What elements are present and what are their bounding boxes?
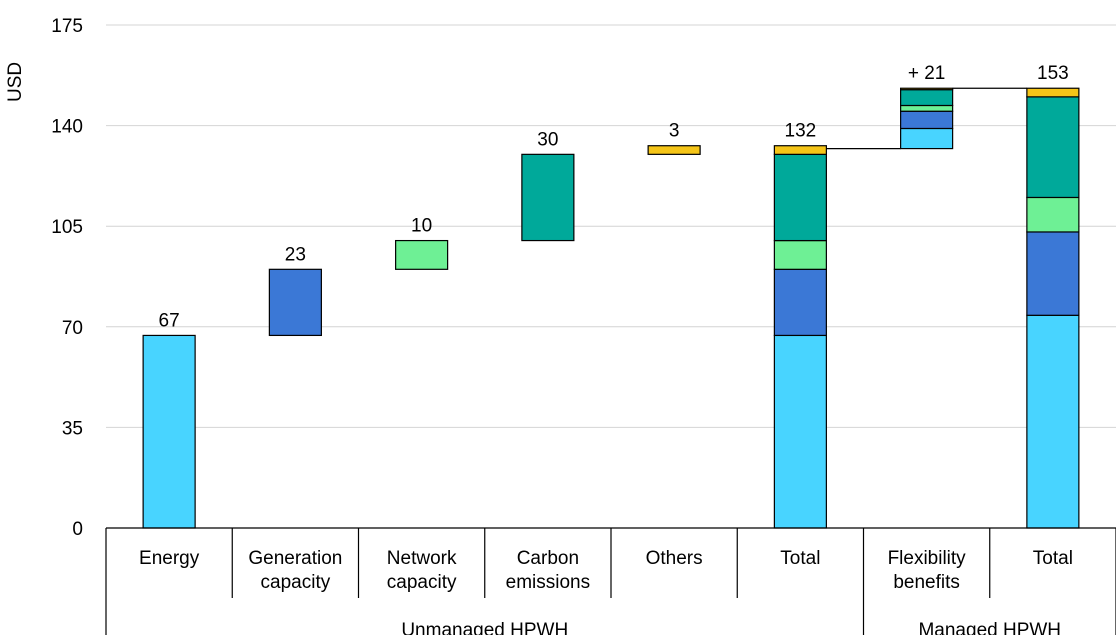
y-tick-label: 140 — [51, 117, 83, 138]
data-label: 30 — [537, 129, 558, 150]
x-tick-label: Network capacity — [387, 548, 457, 593]
y-tick-label: 0 — [72, 519, 83, 540]
bar-segment-others — [1026, 87, 1080, 98]
data-label: 23 — [285, 244, 306, 265]
bar-segment-energy — [1026, 314, 1080, 529]
x-tick-label: Flexibility benefits — [888, 548, 967, 593]
bar-segment-generation — [1026, 231, 1080, 316]
bar-segment-others — [773, 145, 827, 155]
x-tick-label: Carbon emissions — [506, 548, 590, 593]
data-label: 3 — [669, 121, 680, 142]
data-label: 67 — [159, 310, 180, 331]
bar-segment-carbon — [900, 89, 954, 107]
bar-segment-generation — [268, 268, 322, 337]
y-tick-label: 70 — [62, 318, 83, 339]
x-tick-label: Others — [646, 548, 703, 569]
bar-segment-network — [773, 239, 827, 270]
x-tick-label: Energy — [139, 548, 200, 569]
group-label: Unmanaged HPWH — [401, 620, 568, 635]
bar-segment-generation — [773, 268, 827, 337]
bar-segment-carbon — [1026, 96, 1080, 199]
bar-segment-carbon — [521, 153, 575, 242]
bar-segment-energy — [773, 334, 827, 529]
bar-segment-carbon — [773, 153, 827, 242]
bar-segment-energy — [142, 334, 196, 529]
x-tick-label: Generation capacity — [248, 548, 342, 593]
bar-segment-generation — [900, 110, 954, 130]
group-label: Managed HPWH — [918, 620, 1061, 635]
y-tick-label: 35 — [62, 418, 83, 439]
data-label: 153 — [1037, 63, 1069, 84]
data-label: 132 — [785, 121, 817, 142]
bar-segment-others — [647, 145, 701, 155]
bar-segment-network — [395, 239, 449, 270]
x-tick-label: Total — [1033, 548, 1073, 569]
bar-segment-network — [1026, 196, 1080, 233]
data-label: 10 — [411, 216, 432, 237]
y-tick-label: 105 — [51, 217, 83, 238]
bar-segment-network — [900, 104, 954, 112]
x-tick-label: Total — [780, 548, 820, 569]
bar-segment-energy — [900, 127, 954, 150]
bar-segment-others — [900, 87, 954, 91]
data-label: + 21 — [908, 63, 946, 84]
y-tick-label: 175 — [51, 16, 83, 37]
